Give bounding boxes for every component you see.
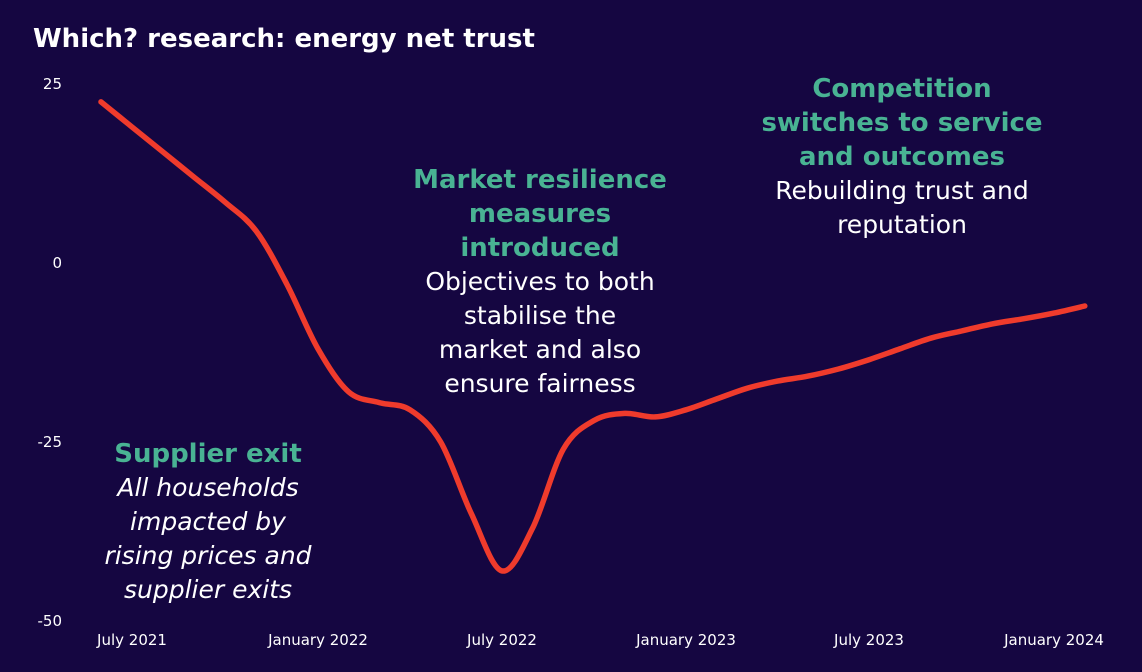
y-tick-label: 25 <box>43 75 62 93</box>
annotation-heading: Competition <box>812 74 991 104</box>
annotation-text: market and also <box>439 335 641 364</box>
annotation-text: stabilise the <box>464 301 616 330</box>
annotation-text: All households <box>115 473 298 502</box>
annotation-block: Competition switches to service and outcom… <box>761 74 1042 239</box>
series-line <box>98 99 1088 574</box>
x-tick-label: July 2023 <box>833 631 904 649</box>
x-tick-label: July 2022 <box>466 631 537 649</box>
x-tick-label: January 2023 <box>635 631 736 649</box>
annotation-block: Supplier exit All households impacted by ri… <box>104 439 311 604</box>
y-tick-label: -50 <box>38 612 63 630</box>
series-group <box>98 99 1088 574</box>
annotation-text: ensure fairness <box>444 369 635 398</box>
annotation-text: supplier exits <box>124 575 292 604</box>
chart-title: Which? research: energy net trust <box>33 24 535 54</box>
annotation-heading: Supplier exit <box>114 439 302 469</box>
annotation-heading: introduced <box>460 233 619 263</box>
annotation-heading: Market resilience <box>413 165 667 195</box>
y-tick-label: 0 <box>52 254 62 272</box>
x-tick-label: July 2021 <box>96 631 167 649</box>
annotation-heading: and outcomes <box>799 142 1005 172</box>
annotation-text: reputation <box>837 210 967 239</box>
annotation-block: Market resilience measures introduced Objec… <box>413 165 667 398</box>
annotation-text: impacted by <box>130 507 287 536</box>
annotation-text: Objectives to both <box>425 267 654 296</box>
x-tick-label: January 2024 <box>1003 631 1104 649</box>
annotation-text: Rebuilding trust and <box>775 176 1028 205</box>
y-axis-ticks: 25 0 -25 -50 <box>38 75 63 630</box>
annotation-text: rising prices and <box>104 541 311 570</box>
x-axis-ticks: July 2021 January 2022 July 2022 January 20… <box>96 631 1104 649</box>
y-tick-label: -25 <box>38 433 63 451</box>
x-tick-label: January 2022 <box>267 631 368 649</box>
annotations: Supplier exit All households impacted by ri… <box>104 74 1042 604</box>
annotation-heading: measures <box>469 199 611 229</box>
annotation-heading: switches to service <box>761 108 1042 138</box>
